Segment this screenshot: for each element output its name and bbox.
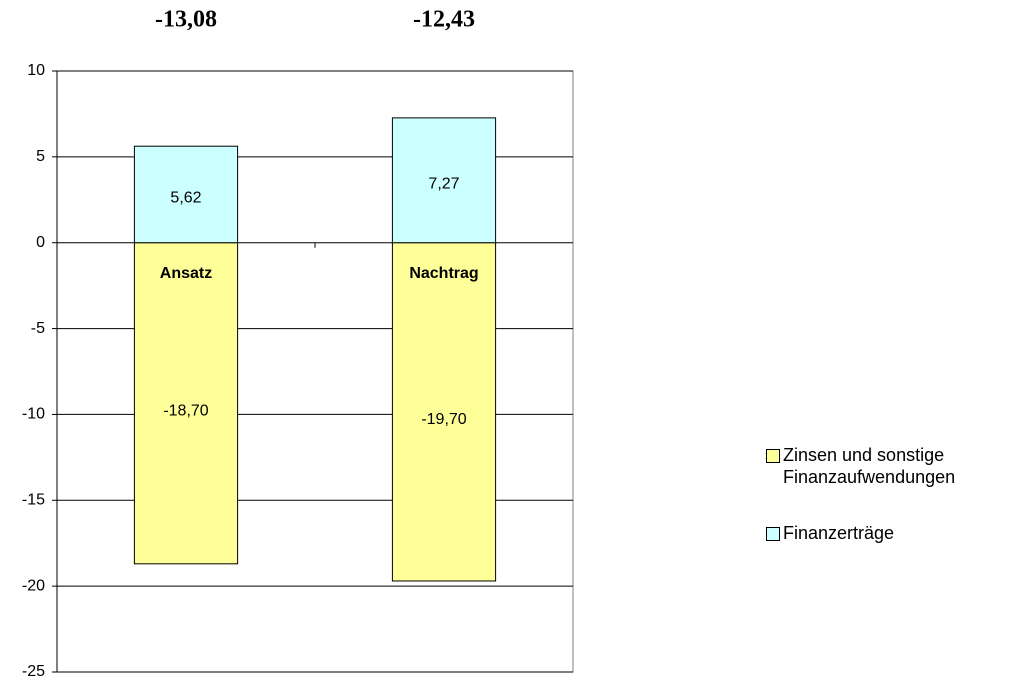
category-label: Ansatz — [160, 265, 212, 282]
total-label: -12,43 — [413, 7, 475, 33]
data-label: 5,62 — [170, 190, 201, 207]
y-tick-label: -5 — [31, 320, 45, 337]
legend-label: Zinsen und sonstige Finanzaufwendungen — [783, 445, 956, 487]
total-label: -13,08 — [155, 7, 217, 33]
y-tick-label: 5 — [36, 148, 45, 165]
y-tick-label: -25 — [22, 663, 45, 678]
y-tick-label: -20 — [22, 577, 45, 594]
bar — [133, 145, 239, 244]
y-tick-label: -10 — [22, 406, 45, 423]
bar — [391, 242, 497, 582]
data-label: -18,70 — [163, 402, 208, 419]
category-label: Nachtrag — [409, 265, 478, 282]
y-tick-label: 10 — [27, 62, 45, 79]
legend-swatch — [766, 527, 780, 541]
data-label: -19,70 — [421, 411, 466, 428]
y-tick-label: -15 — [22, 492, 45, 509]
bar — [391, 117, 497, 244]
legend-swatch — [766, 449, 780, 463]
data-label: 7,27 — [428, 176, 459, 193]
bar — [133, 242, 239, 565]
y-tick-label: 0 — [36, 234, 45, 251]
legend-label: Finanzerträge — [783, 523, 895, 543]
